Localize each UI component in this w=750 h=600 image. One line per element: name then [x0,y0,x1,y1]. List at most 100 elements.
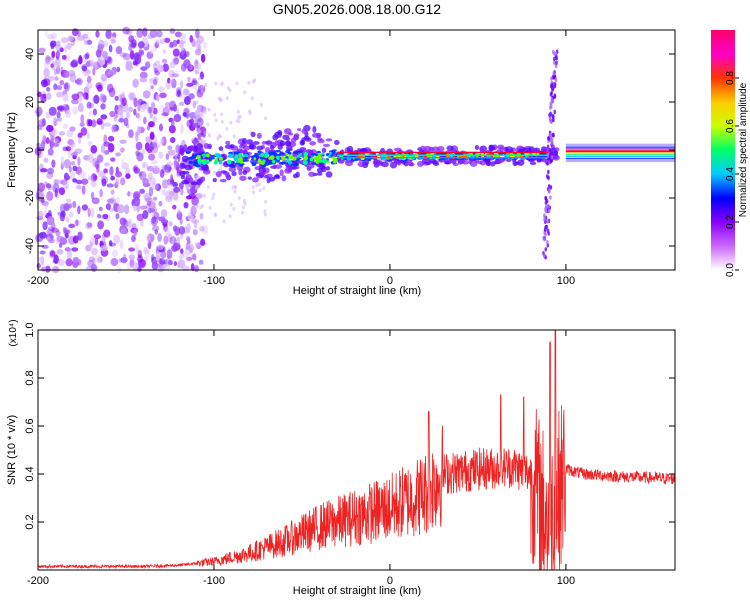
spectrogram-trace [178,49,675,260]
noise-blob [122,253,127,262]
spike-blob [544,195,547,201]
noise-blob [44,265,51,273]
noise-blob [151,182,159,191]
noise-blob [262,186,266,191]
noise-blob [97,43,105,50]
noise-blob [127,190,131,197]
noise-blob [263,209,267,214]
noise-blob [60,179,68,186]
noise-blob [143,246,148,255]
noise-blob [198,106,202,111]
noise-blob [203,41,207,49]
noise-blob [146,200,152,206]
trace-blob [294,165,300,170]
noise-blob [55,44,62,52]
noise-blob [155,183,162,191]
noise-blob [182,252,189,259]
noise-blob [222,219,226,224]
trace-blob [452,162,459,166]
noise-blob [105,203,111,211]
noise-blob [128,35,135,43]
noise-blob [80,127,88,136]
spike-blob [550,99,554,104]
noise-blob [107,143,115,153]
noise-blob [102,51,108,59]
colorbar-tick-label: 0.4 [725,167,736,181]
trace-core [265,161,273,164]
noise-blob [214,118,218,123]
noise-blob [159,169,165,178]
trace-blob [321,165,327,173]
noise-blob [92,67,96,76]
noise-blob [119,139,127,144]
trace-line [337,151,549,154]
noise-blob [121,97,127,107]
noise-blob [144,251,150,262]
noise-blob [64,232,69,239]
noise-blob [96,154,104,163]
noise-blob [202,193,206,198]
noise-blob [47,209,52,216]
noise-blob [119,239,124,250]
noise-blob [83,92,89,100]
trace-hotspot [205,153,210,158]
noise-blob [195,186,199,191]
trace-blob [333,140,340,146]
trace-blob [241,137,247,144]
noise-blob [55,179,64,185]
noise-blob [85,61,91,67]
noise-blob [160,209,168,218]
trace-core [192,163,197,167]
trace-hotspot [234,154,239,159]
steady-band [565,154,675,156]
trace-blob [432,146,440,153]
noise-blob [195,242,202,250]
trace-blob [318,163,325,168]
trace-blob [316,132,322,137]
noise-blob [151,254,155,262]
noise-blob [139,71,148,79]
noise-blob [196,204,200,209]
trace-blob [380,147,385,153]
trace-hotspot [202,154,207,158]
noise-blob [77,156,81,166]
noise-blob [186,82,194,87]
spike-blob [549,92,553,97]
trace-core [185,151,191,154]
noise-blob [102,95,107,103]
noise-blob [152,167,160,174]
noise-blob [165,101,171,108]
spike-blob [549,185,553,190]
snr-y-ticks: 0.2 0.4 0.6 0.8 1.0 [24,322,675,530]
noise-blob [87,259,94,267]
trace-hotspot [196,155,201,160]
noise-blob [62,226,66,234]
noise-blob [207,107,211,112]
noise-blob [162,63,170,73]
x-tick-label: -200 [27,575,49,587]
noise-blob [40,168,48,173]
noise-blob [51,50,56,58]
spike-blob [553,109,557,115]
noise-blob [46,86,51,92]
noise-blob [219,112,223,117]
noise-blob [107,70,116,76]
noise-blob [136,125,141,136]
spike-blob [549,132,552,138]
noise-blob [60,210,66,218]
noise-blob [70,140,76,148]
noise-blob [168,221,173,227]
trace-core [242,159,249,162]
noise-blob [35,106,43,116]
noise-blob [110,157,116,162]
noise-blob [137,113,142,121]
spike-blob [546,219,549,224]
trace-hotspot [218,156,224,161]
noise-blob [77,231,83,241]
trace-hotspot [292,156,297,161]
noise-blob [189,118,195,125]
trace-blob [220,170,228,174]
noise-blob [45,137,50,145]
colorbar-gradient [711,30,735,270]
trace-hotspot [318,155,323,160]
